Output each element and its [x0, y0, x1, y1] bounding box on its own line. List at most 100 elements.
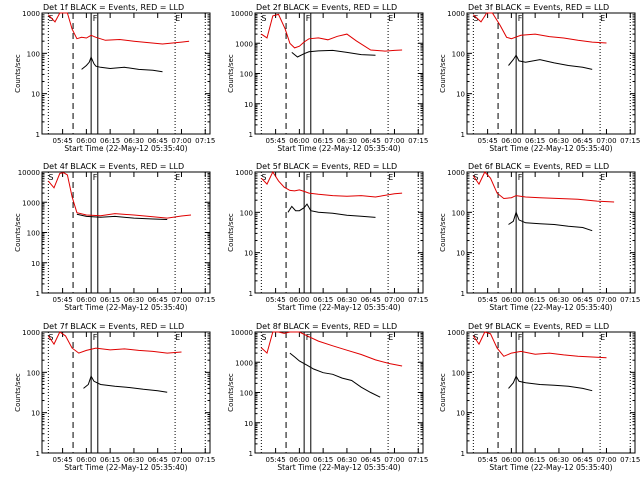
chart-panel: Det 9f BLACK = Events, RED = LLD 1 10 100 10…: [439, 322, 640, 472]
time-marker-label: F: [518, 14, 523, 23]
x-tick-label: 05:45: [53, 296, 73, 304]
x-tick-label: 05:45: [53, 456, 73, 464]
series-line: [508, 375, 593, 392]
x-tick-label: 06:00: [501, 296, 521, 304]
chart-panel: Det 1f BLACK = Events, RED = LLD 1 10 100 10…: [14, 3, 215, 153]
y-tick-label: 1000: [22, 10, 40, 18]
time-marker-label: F: [518, 333, 523, 342]
x-tick-label: 06:00: [501, 456, 521, 464]
chart-title: Det 1f BLACK = Events, RED = LLD: [43, 3, 184, 12]
x-tick-label: 06:45: [148, 296, 168, 304]
series-line: [291, 49, 376, 58]
series-line: [47, 331, 182, 354]
x-tick-label: 07:15: [195, 137, 215, 145]
x-axis-label: Start Time (22-May-12 05:35:40): [489, 144, 612, 153]
y-tick-label: 100: [452, 369, 465, 377]
y-axis-label: Counts/sec: [14, 373, 22, 412]
y-axis-label: Counts/sec: [439, 54, 447, 93]
x-tick-label: 06:00: [76, 137, 96, 145]
y-tick-label: 10: [244, 420, 253, 428]
chart-panel: Det 6f BLACK = Events, RED = LLD 1 10 100 10…: [439, 162, 640, 312]
x-tick-label: 06:00: [76, 296, 96, 304]
x-tick-label: 07:15: [620, 296, 640, 304]
y-tick-label: 1000: [447, 329, 465, 337]
x-tick-label: 07:15: [195, 456, 215, 464]
x-tick-label: 06:00: [501, 137, 521, 145]
time-marker-label: E: [600, 14, 605, 23]
y-tick-label: 1: [461, 290, 465, 298]
x-tick-label: 07:00: [171, 296, 191, 304]
chart-panel: Det 3f BLACK = Events, RED = LLD 1 10 100 10…: [439, 3, 640, 153]
time-marker-label: S: [473, 333, 478, 342]
x-tick-label: 06:30: [549, 456, 569, 464]
x-tick-label: 06:30: [337, 456, 357, 464]
y-tick-label: 10: [31, 260, 40, 268]
series-line: [472, 331, 607, 359]
x-tick-label: 06:15: [525, 296, 545, 304]
series-line: [472, 12, 607, 44]
time-marker-label: F: [306, 173, 311, 182]
time-marker-label: F: [306, 333, 311, 342]
y-tick-label: 1: [36, 290, 40, 298]
x-tick-label: 06:00: [289, 137, 309, 145]
time-marker-label: F: [93, 333, 98, 342]
y-tick-label: 100: [452, 50, 465, 58]
series-line: [261, 13, 403, 52]
x-tick-label: 06:45: [573, 137, 593, 145]
plot-frame: [466, 12, 636, 135]
x-tick-label: 06:15: [100, 456, 120, 464]
x-tick-label: 06:30: [337, 296, 357, 304]
plot-frame: [254, 171, 424, 294]
x-tick-label: 06:45: [148, 137, 168, 145]
chart-title: Det 7f BLACK = Events, RED = LLD: [43, 322, 184, 331]
time-marker-label: E: [600, 173, 605, 182]
y-tick-label: 1: [249, 450, 253, 458]
series-line: [508, 210, 593, 232]
x-tick-label: 05:45: [478, 456, 498, 464]
x-tick-label: 06:30: [337, 137, 357, 145]
x-tick-label: 06:30: [124, 456, 144, 464]
y-tick-label: 1000: [22, 199, 40, 207]
time-marker-label: S: [473, 173, 478, 182]
plot-frame: [41, 331, 211, 454]
series-line: [472, 171, 615, 203]
y-tick-label: 100: [240, 209, 253, 217]
y-tick-label: 10: [456, 91, 465, 99]
x-tick-label: 06:15: [313, 296, 333, 304]
plot-frame: [254, 331, 424, 454]
x-tick-label: 07:00: [384, 456, 404, 464]
x-tick-label: 06:00: [289, 296, 309, 304]
plot-frame: [466, 171, 636, 294]
x-tick-label: 05:45: [266, 456, 286, 464]
time-marker-label: F: [93, 173, 98, 182]
y-tick-label: 10: [31, 91, 40, 99]
y-tick-label: 100: [240, 390, 253, 398]
x-axis-label: Start Time (22-May-12 05:35:40): [277, 303, 400, 312]
x-tick-label: 06:30: [549, 137, 569, 145]
x-tick-label: 06:00: [289, 456, 309, 464]
x-tick-label: 06:30: [124, 137, 144, 145]
time-marker-label: E: [175, 333, 180, 342]
x-tick-label: 06:15: [525, 137, 545, 145]
series-line: [287, 203, 376, 218]
series-line: [289, 352, 381, 398]
x-tick-label: 07:15: [408, 137, 428, 145]
x-tick-label: 07:15: [408, 456, 428, 464]
x-tick-label: 05:45: [266, 296, 286, 304]
y-tick-label: 10: [244, 101, 253, 109]
y-tick-label: 1: [461, 131, 465, 139]
y-tick-label: 1: [36, 450, 40, 458]
plot-frame: [254, 12, 424, 135]
x-tick-label: 07:00: [596, 296, 616, 304]
time-marker-label: E: [600, 333, 605, 342]
x-tick-label: 06:45: [361, 296, 381, 304]
time-marker-label: S: [48, 14, 53, 23]
y-tick-label: 100: [27, 50, 40, 58]
x-tick-label: 06:15: [313, 456, 333, 464]
x-tick-label: 07:00: [171, 456, 191, 464]
series-line: [83, 374, 168, 393]
x-tick-label: 06:15: [313, 137, 333, 145]
x-tick-label: 06:45: [573, 296, 593, 304]
x-tick-label: 07:00: [596, 456, 616, 464]
